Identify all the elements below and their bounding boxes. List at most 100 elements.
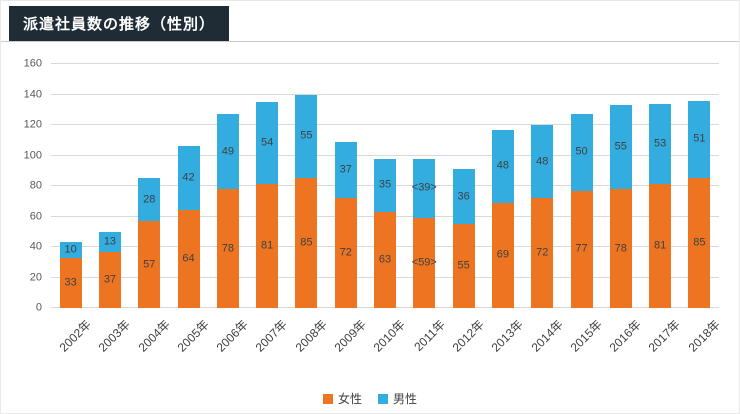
data-label-female: 72 [339,246,352,259]
bar-slot: 50 77 [562,64,601,308]
x-tick-label: 2014年 [528,317,566,355]
bar-segment-male: 36 [452,169,475,225]
x-tick-label: 2006年 [213,317,252,355]
data-label-female: 78 [221,242,234,255]
bar-segment-male: 54 [256,102,279,185]
stacked-bar: 48 69 [491,64,514,308]
stacked-bar: 13 37 [98,64,121,308]
data-label-male: 50 [575,145,588,158]
data-label-male: 48 [496,159,510,172]
header-divider [1,41,739,42]
data-label-male: 55 [300,129,313,142]
bar-slot: 49 78 [208,64,247,308]
x-tick-label: 2015年 [567,317,605,355]
page-title: 派遣社員数の推移（性別） [9,6,230,41]
x-tick-label: 2012年 [449,317,487,355]
data-label-female: 64 [182,252,195,265]
x-tick-label: 2018年 [685,317,723,355]
bar-segment-female: 63 [374,211,397,308]
legend-item-male: 男性 [378,393,417,405]
x-tick-label: 2004年 [135,317,173,355]
x-tick-label: 2009年 [331,317,369,355]
bar-segment-female: 69 [491,202,514,308]
x-tick-label: 2008年 [292,317,330,355]
bar-segment-female: 78 [216,189,239,308]
x-tick-label: 2011年 [410,317,448,354]
legend-swatch-female [322,394,333,404]
x-tick-label: 2003年 [95,317,134,355]
stacked-bar: 35 63 [374,64,397,308]
data-label-male: 54 [261,136,274,149]
x-tick-label: 2002年 [56,317,94,355]
bar-slot: 42 64 [169,64,208,308]
bar-segment-male: 50 [570,114,593,191]
bar-segment-female: 81 [649,184,672,308]
data-label-female: 85 [693,236,706,249]
y-tick-label: 140 [23,88,42,100]
x-tick-label: 2016年 [606,317,645,355]
data-label-male: 49 [221,145,234,158]
stacked-bar: 37 72 [334,64,357,308]
bar-slot: 53 81 [640,64,679,308]
x-tick-label: 2007年 [253,317,291,355]
bar-segment-male: 55 [609,105,632,190]
x-tick-label: 2005年 [174,317,212,355]
data-label-female: <59> [411,256,437,269]
x-axis-labels: 2002年 2003年 2004年 2005年 2006年 2007年 2008年 2009年… [51,310,723,362]
gridline [51,93,719,95]
data-label-male: 35 [378,178,392,191]
bar-segment-male: 28 [138,178,161,222]
bar-segment-female: 55 [452,224,475,308]
bar-segment-female: 64 [177,210,200,308]
legend-swatch-male [378,394,388,404]
bar-segment-female: 85 [295,178,318,308]
data-label-male: 55 [614,140,627,153]
data-label-female: 77 [575,242,588,255]
data-label-female: 85 [300,236,313,249]
bar-slot: 37 72 [326,64,365,308]
stacked-bar: <39> <59> [411,64,437,308]
stacked-bar: 36 55 [452,64,475,308]
bar-segment-female: <59> [411,218,437,308]
stacked-bar-chart: 0 20 40 60 80 100 120 140 160 10 33 13 37 28 57 42 64 49 7… [1,42,739,413]
y-tick-label: 0 [35,301,42,314]
y-tick-label: 80 [29,179,42,192]
bar-segment-male: 13 [98,231,121,252]
data-label-female: 37 [103,273,117,286]
data-label-male: 37 [339,163,352,176]
bar-segment-female: 72 [334,198,357,308]
data-label-female: 81 [261,239,274,252]
x-tick-label: 2010年 [370,317,409,355]
y-tick-label: 20 [29,271,42,283]
stacked-bar: 51 85 [688,64,711,308]
data-label-female: 57 [143,258,156,271]
bar-slot: 35 63 [365,64,404,308]
stacked-bar: 53 81 [649,64,672,308]
bar-slot: 28 57 [130,64,169,308]
x-tick-label: 2017年 [646,317,684,355]
y-tick-label: 40 [29,240,42,253]
bar-segment-female: 57 [138,221,161,308]
y-tick-label: 100 [23,149,42,161]
bar-segment-male: 48 [531,125,554,199]
bar-segment-male: 42 [177,146,200,211]
stacked-bar: 10 33 [59,64,82,308]
stacked-bar: 50 77 [570,64,593,308]
stacked-bar: 49 78 [216,64,239,308]
bar-slot: <39> <59> [405,64,444,308]
bar-segment-male: 51 [688,100,711,179]
data-label-male: 28 [143,193,156,206]
bar-slot: 13 37 [90,64,129,308]
bar-slot: 10 33 [51,64,90,308]
data-label-male: 36 [457,190,470,203]
bar-segment-male: 48 [491,129,514,203]
bar-slot: 54 81 [247,64,286,308]
y-tick-label: 120 [23,118,42,131]
legend-label-male: 男性 [393,392,418,406]
data-label-male: 48 [536,155,549,168]
bar-segment-female: 77 [570,190,593,308]
bar-segment-male: <39> [412,158,437,219]
bar-segment-female: 37 [98,251,121,308]
bar-segment-female: 78 [609,189,632,308]
bar-segment-male: 10 [59,242,82,258]
